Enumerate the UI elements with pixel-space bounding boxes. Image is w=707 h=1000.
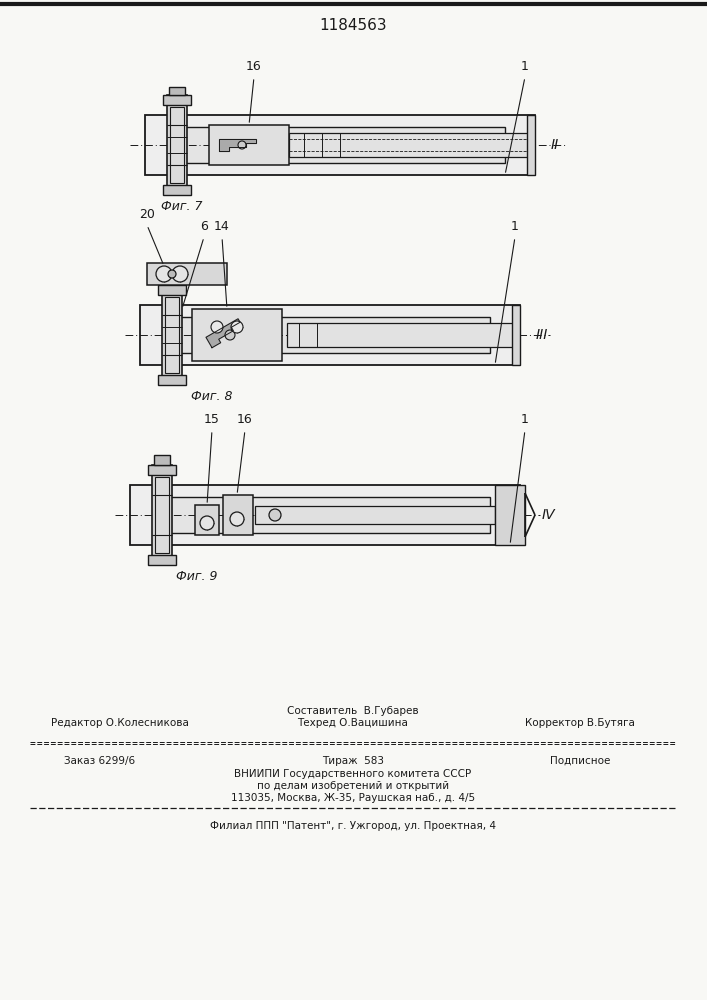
Text: Редактор О.Колесникова: Редактор О.Колесникова	[51, 718, 189, 728]
Bar	[527, 115, 535, 175]
Bar	[158, 375, 186, 385]
Bar	[255, 506, 495, 524]
Text: Техред О.Вацишина: Техред О.Вацишина	[298, 718, 409, 728]
Bar	[170, 107, 184, 183]
Bar	[287, 323, 515, 347]
Text: Заказ 6299/6: Заказ 6299/6	[64, 756, 136, 766]
Text: 1: 1	[521, 60, 529, 73]
Text: Подписное: Подписное	[550, 756, 610, 766]
Bar	[163, 95, 191, 105]
Circle shape	[231, 321, 243, 333]
Bar	[160, 497, 490, 533]
Circle shape	[269, 509, 281, 521]
Bar	[148, 555, 176, 565]
Text: 1: 1	[521, 413, 529, 426]
Text: ВНИИПИ Государственного комитета СССР: ВНИИПИ Государственного комитета СССР	[235, 769, 472, 779]
Bar	[162, 285, 182, 385]
Text: Тираж  583: Тираж 583	[322, 756, 384, 766]
Bar	[158, 285, 186, 295]
Bar	[163, 185, 191, 195]
Text: 14: 14	[214, 220, 230, 233]
Bar	[148, 465, 176, 475]
Bar	[169, 87, 185, 95]
Bar	[152, 465, 172, 565]
Bar	[192, 309, 282, 361]
Text: Корректор В.Бутяга: Корректор В.Бутяга	[525, 718, 635, 728]
Bar	[140, 305, 520, 365]
Text: Фиг. 8: Фиг. 8	[192, 390, 233, 403]
Text: Филиал ППП "Патент", г. Ужгород, ул. Проектная, 4: Филиал ППП "Патент", г. Ужгород, ул. Про…	[210, 821, 496, 831]
Circle shape	[225, 330, 235, 340]
Text: 20: 20	[139, 208, 155, 221]
Bar	[154, 455, 170, 465]
Text: 1184563: 1184563	[319, 17, 387, 32]
Text: IV: IV	[541, 508, 555, 522]
Circle shape	[211, 321, 223, 333]
Bar	[195, 505, 219, 535]
Text: по делам изобретений и открытий: по делам изобретений и открытий	[257, 781, 449, 791]
Bar	[175, 127, 505, 163]
Circle shape	[230, 512, 244, 526]
Bar	[170, 317, 490, 353]
Bar	[495, 485, 525, 545]
Circle shape	[156, 266, 172, 282]
Text: 16: 16	[237, 413, 253, 426]
Circle shape	[238, 141, 246, 149]
Text: 15: 15	[204, 413, 220, 426]
Bar	[167, 95, 187, 195]
Bar	[155, 477, 169, 553]
Circle shape	[168, 270, 176, 278]
Bar	[289, 133, 530, 157]
Bar	[512, 305, 520, 365]
Bar	[209, 125, 289, 165]
Polygon shape	[206, 319, 240, 348]
Text: Фиг. 9: Фиг. 9	[176, 570, 218, 584]
Bar	[145, 115, 535, 175]
Text: 16: 16	[246, 60, 262, 73]
Polygon shape	[219, 139, 256, 151]
Circle shape	[200, 516, 214, 530]
Bar	[223, 495, 253, 535]
Text: II: II	[551, 138, 559, 152]
Text: 6: 6	[200, 220, 208, 233]
Bar	[165, 297, 179, 373]
Text: 1: 1	[511, 220, 519, 233]
Text: 113035, Москва, Ж-35, Раушская наб., д. 4/5: 113035, Москва, Ж-35, Раушская наб., д. …	[231, 793, 475, 803]
Text: III: III	[536, 328, 548, 342]
Bar	[147, 263, 227, 285]
Text: Составитель  В.Губарев: Составитель В.Губарев	[287, 706, 419, 716]
Bar	[130, 485, 520, 545]
Text: Фиг. 7: Фиг. 7	[161, 200, 203, 214]
Circle shape	[172, 266, 188, 282]
